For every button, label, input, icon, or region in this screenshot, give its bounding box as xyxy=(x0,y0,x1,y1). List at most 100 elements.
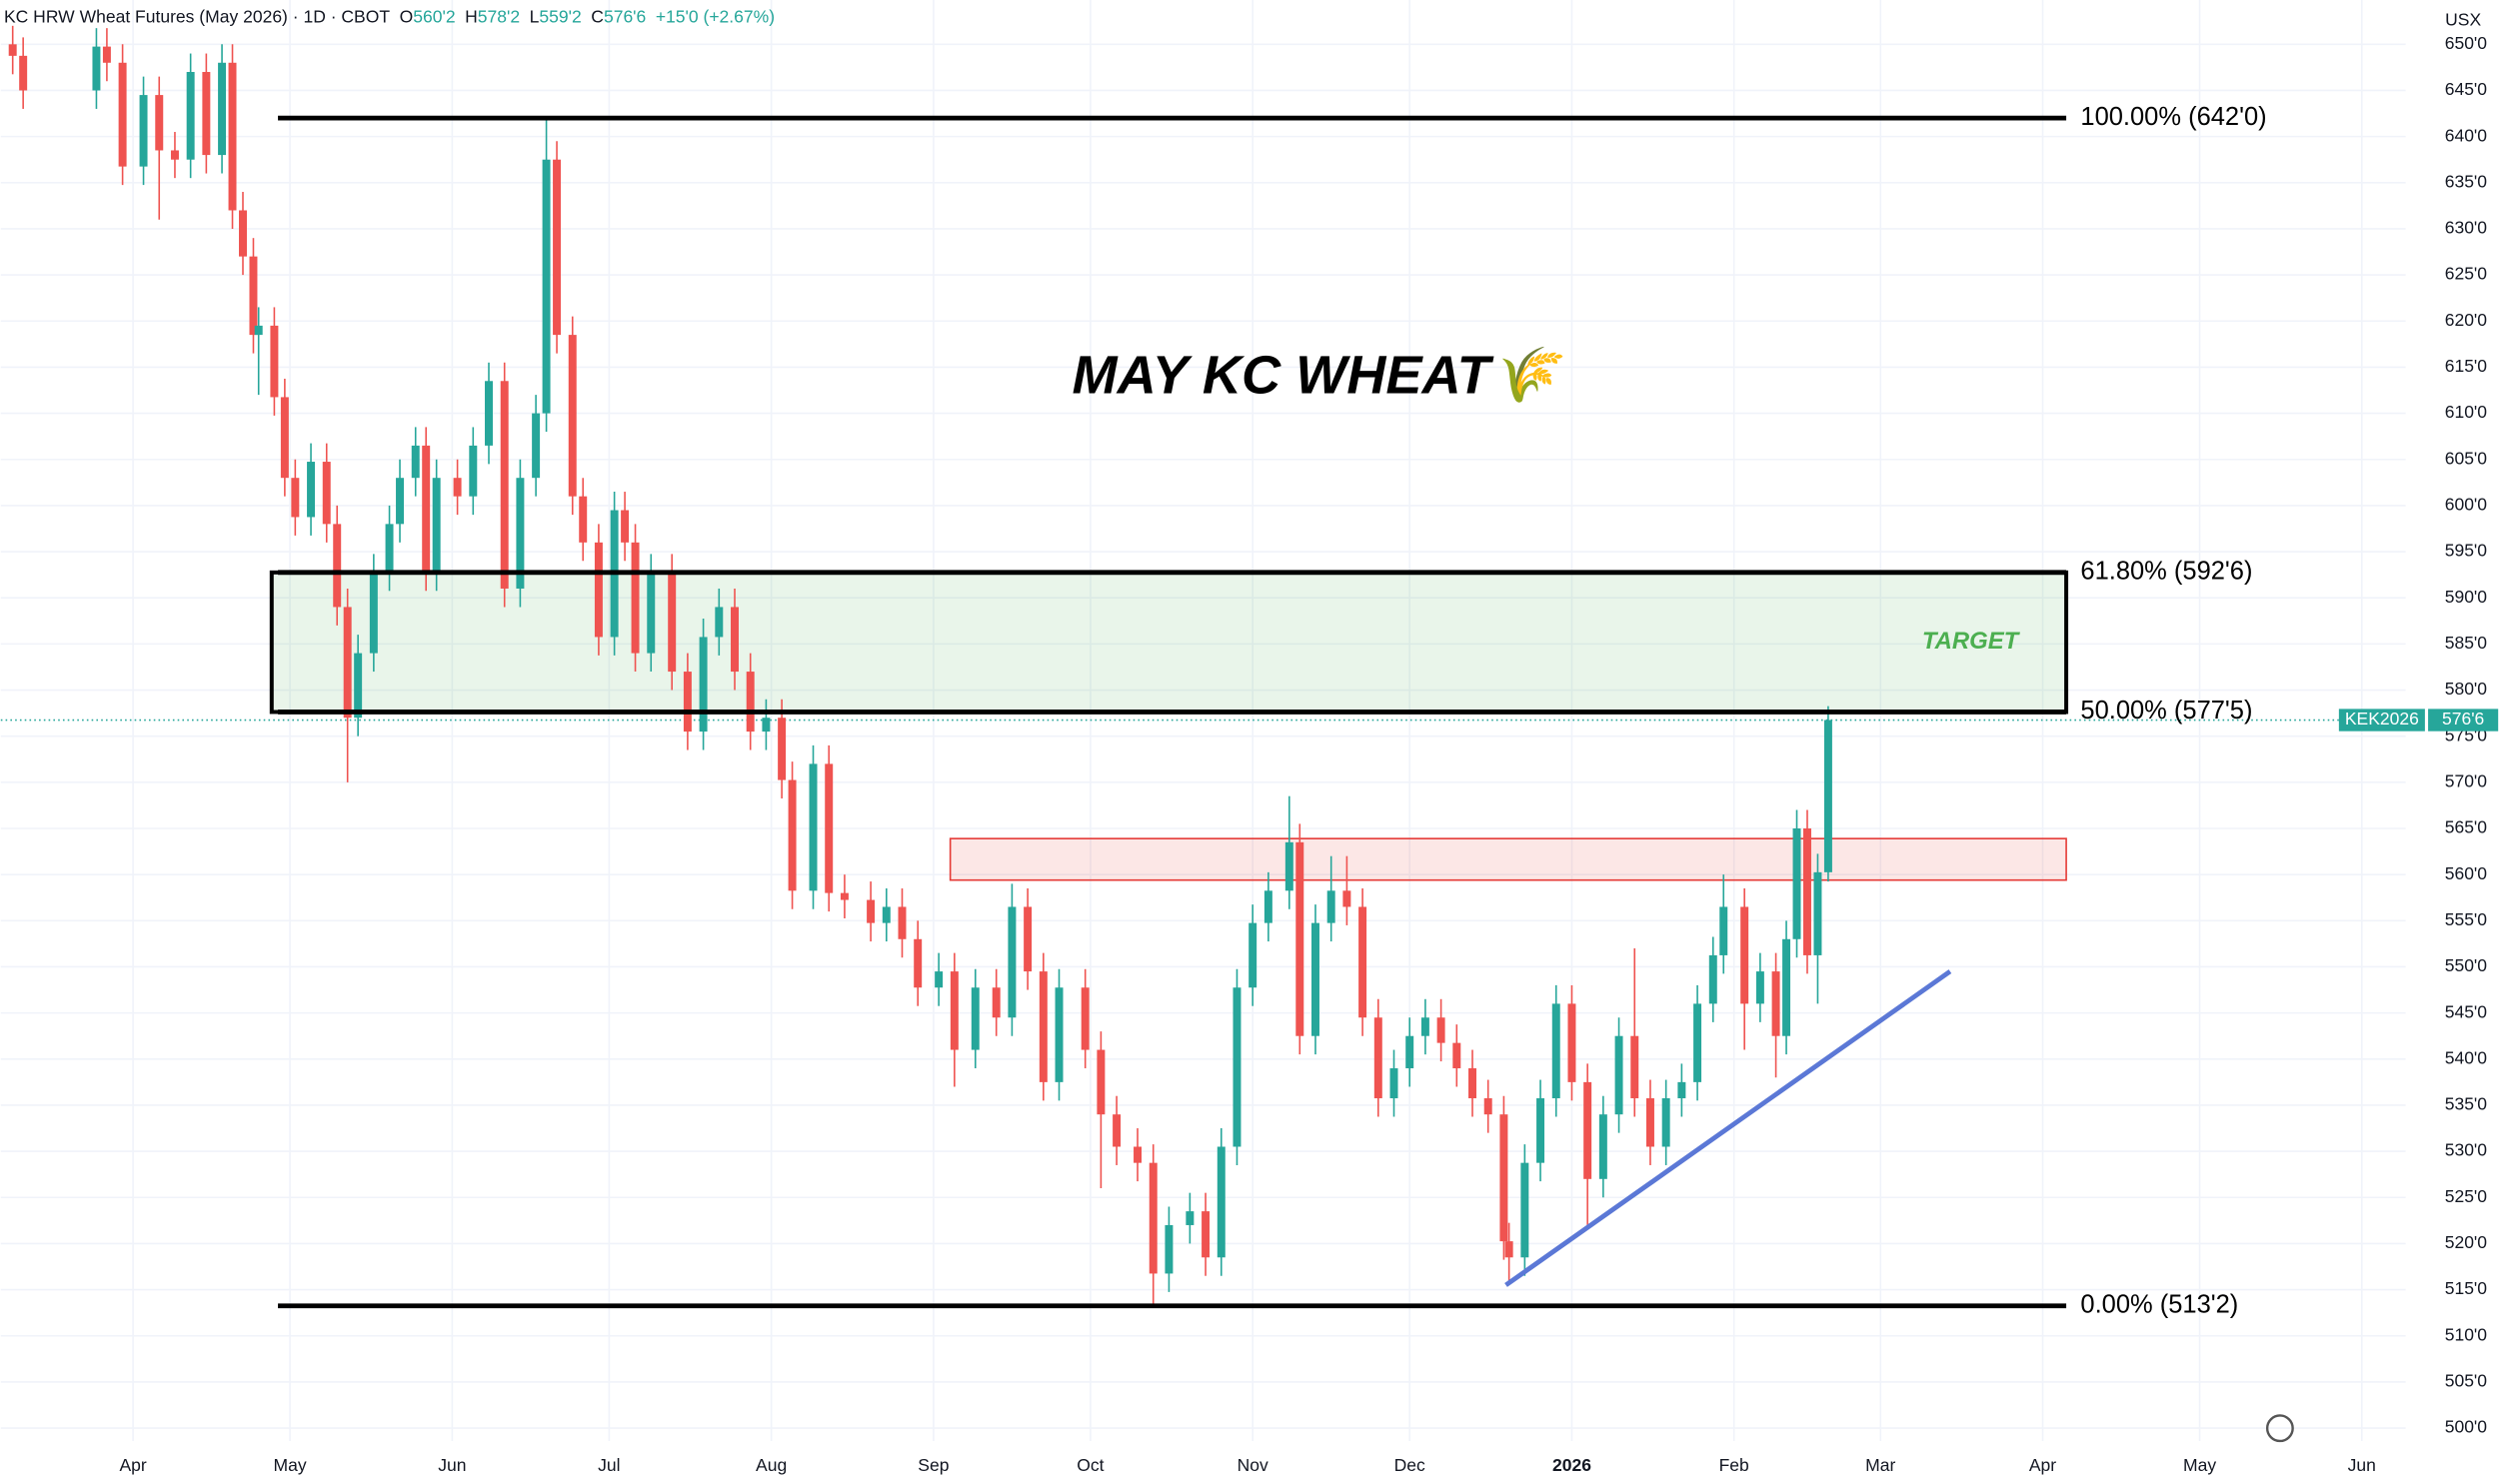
x-tick-label: May xyxy=(2183,1455,2216,1475)
candle-body xyxy=(19,55,28,91)
y-tick-label: 590'0 xyxy=(2445,587,2488,607)
candle-body xyxy=(1202,1211,1211,1258)
candle-body xyxy=(1792,827,1801,939)
y-tick-label: 640'0 xyxy=(2445,125,2488,145)
candle-body xyxy=(139,95,148,167)
x-tick-label: Oct xyxy=(1077,1455,1104,1475)
chart-title: MAY KC WHEAT🌾 xyxy=(1073,346,1567,406)
candle-body xyxy=(228,62,237,211)
candle-body xyxy=(1373,1017,1382,1099)
candle-body xyxy=(1165,1224,1174,1274)
candle-body xyxy=(92,46,101,91)
candle-body xyxy=(1645,1098,1654,1147)
y-tick-label: 500'0 xyxy=(2445,1417,2488,1437)
price-tag-label: 576'6 xyxy=(2442,709,2484,729)
candle-body xyxy=(898,906,907,939)
candle-body xyxy=(579,496,588,543)
candle-body xyxy=(1661,1098,1670,1147)
candle-body xyxy=(469,445,478,497)
y-tick-label: 535'0 xyxy=(2445,1094,2488,1114)
y-tick-label: 555'0 xyxy=(2445,909,2488,929)
unit-label: USX xyxy=(2445,9,2481,29)
candle-body xyxy=(1233,987,1242,1147)
candle-body xyxy=(1813,871,1822,955)
trendline xyxy=(1504,969,1952,1287)
candle-body xyxy=(396,478,405,525)
candle-body xyxy=(568,335,577,497)
ohlc-value: 559'2 xyxy=(539,6,581,26)
candle-body xyxy=(1483,1098,1492,1115)
x-tick-label: 2026 xyxy=(1552,1455,1591,1475)
fib-label: 50.00% (577'5) xyxy=(2080,697,2252,725)
y-tick-label: 620'0 xyxy=(2445,310,2488,330)
x-tick-label: Jun xyxy=(438,1455,466,1475)
candle-body xyxy=(631,542,640,654)
candle-body xyxy=(1134,1146,1143,1163)
y-tick-label: 550'0 xyxy=(2445,955,2488,975)
y-tick-label: 545'0 xyxy=(2445,1001,2488,1021)
candle-body xyxy=(1186,1211,1195,1225)
y-tick-label: 645'0 xyxy=(2445,79,2488,99)
price-axis-bg xyxy=(2405,0,2499,1484)
candle-body xyxy=(621,510,630,543)
x-tick-label: May xyxy=(274,1455,307,1475)
candle-body xyxy=(553,159,562,336)
candle-body xyxy=(102,46,111,63)
y-tick-label: 565'0 xyxy=(2445,817,2488,837)
y-tick-label: 580'0 xyxy=(2445,679,2488,699)
candle-body xyxy=(699,637,708,733)
x-tick-label: Aug xyxy=(756,1455,787,1475)
candle-body xyxy=(1520,1162,1529,1258)
ohlc-value: 578'2 xyxy=(478,6,520,26)
candle-body xyxy=(218,62,227,156)
change: +15'0 (+2.67%) xyxy=(656,6,775,26)
candle-body xyxy=(532,413,541,479)
candle-body xyxy=(683,672,692,733)
x-tick-label: Nov xyxy=(1238,1455,1268,1475)
candle-body xyxy=(118,62,127,167)
zones: TARGET xyxy=(0,570,2406,881)
y-tick-label: 560'0 xyxy=(2445,863,2488,883)
candle-body xyxy=(867,899,876,923)
candle-body xyxy=(1536,1098,1545,1163)
target-label: TARGET xyxy=(1922,628,2021,655)
candle-body xyxy=(1755,971,1764,1004)
candle-body xyxy=(1719,906,1728,955)
ohlc-key: C xyxy=(591,6,604,26)
candle-body xyxy=(1113,1114,1122,1147)
candle-body xyxy=(254,325,263,336)
candle-body xyxy=(1055,987,1064,1082)
x-tick-label: Feb xyxy=(1719,1455,1749,1475)
candle-body xyxy=(291,478,300,518)
candle-body xyxy=(1284,841,1293,891)
candle-body xyxy=(1630,1035,1639,1099)
candle-body xyxy=(647,572,656,654)
candle-body xyxy=(1708,954,1717,1004)
candle-body xyxy=(1263,890,1272,923)
ohlc-key: O xyxy=(400,6,414,26)
target-zone xyxy=(269,570,2069,715)
candle-body xyxy=(1782,938,1791,1036)
candle-body xyxy=(1311,922,1319,1036)
candle-body xyxy=(1598,1114,1607,1179)
y-tick-label: 615'0 xyxy=(2445,356,2488,376)
candle-body xyxy=(594,542,603,638)
candle-body xyxy=(731,607,739,673)
candle-body xyxy=(1081,987,1090,1050)
candle-body xyxy=(1249,922,1257,988)
clock-icon[interactable] xyxy=(2265,1414,2294,1443)
candle-body xyxy=(385,524,394,573)
candle-body xyxy=(1803,827,1811,955)
candle-body xyxy=(516,478,525,589)
x-tick-label: Dec xyxy=(1394,1455,1425,1475)
candle-body xyxy=(882,906,891,923)
ohlc-value: 576'6 xyxy=(604,6,646,26)
candle-body xyxy=(1771,971,1780,1036)
y-tick-label: 510'0 xyxy=(2445,1324,2488,1344)
candle-body xyxy=(369,572,378,654)
ohlc-key: L xyxy=(530,6,540,26)
candle-body xyxy=(280,397,289,479)
candle-body xyxy=(333,524,342,608)
